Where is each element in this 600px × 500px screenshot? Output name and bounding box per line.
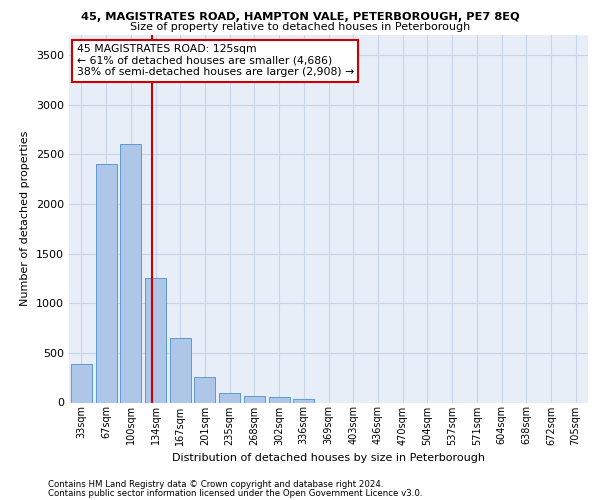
Bar: [170, 338, 191, 402]
Text: Contains HM Land Registry data © Crown copyright and database right 2024.: Contains HM Land Registry data © Crown c…: [48, 480, 383, 489]
Bar: [71, 364, 92, 403]
Bar: [244, 396, 265, 402]
Bar: [293, 398, 314, 402]
Bar: [95, 164, 116, 402]
Bar: [219, 392, 240, 402]
Y-axis label: Number of detached properties: Number of detached properties: [20, 131, 31, 306]
Text: Size of property relative to detached houses in Peterborough: Size of property relative to detached ho…: [130, 22, 470, 32]
X-axis label: Distribution of detached houses by size in Peterborough: Distribution of detached houses by size …: [172, 453, 485, 463]
Text: 45 MAGISTRATES ROAD: 125sqm
← 61% of detached houses are smaller (4,686)
38% of : 45 MAGISTRATES ROAD: 125sqm ← 61% of det…: [77, 44, 354, 78]
Text: 45, MAGISTRATES ROAD, HAMPTON VALE, PETERBOROUGH, PE7 8EQ: 45, MAGISTRATES ROAD, HAMPTON VALE, PETE…: [80, 12, 520, 22]
Text: Contains public sector information licensed under the Open Government Licence v3: Contains public sector information licen…: [48, 488, 422, 498]
Bar: [194, 376, 215, 402]
Bar: [145, 278, 166, 402]
Bar: [120, 144, 141, 402]
Bar: [269, 396, 290, 402]
